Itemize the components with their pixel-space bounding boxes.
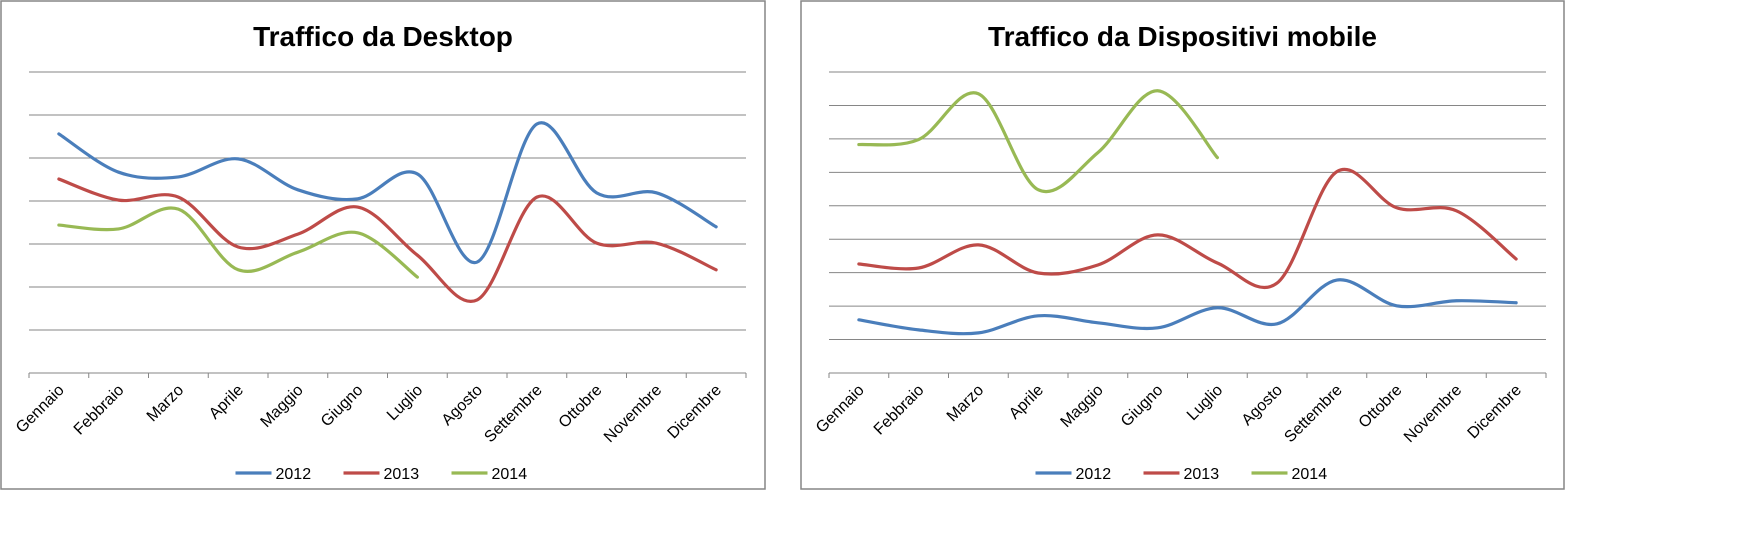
chart-title: Traffico da Desktop <box>253 21 513 52</box>
series-line <box>57 177 718 303</box>
legend-label: 2014 <box>492 466 528 483</box>
series-line <box>857 167 1518 290</box>
legend-label: 2013 <box>384 466 420 483</box>
legend-label: 2014 <box>1292 466 1328 483</box>
chart-frame <box>800 0 1565 490</box>
series-line <box>857 278 1518 336</box>
legend-label: 2012 <box>1076 466 1112 483</box>
series-line <box>857 89 1219 194</box>
legend-label: 2013 <box>1184 466 1220 483</box>
series-line <box>57 121 718 264</box>
chart-title: Traffico da Dispositivi mobile <box>988 21 1377 52</box>
legend-label: 2012 <box>276 466 312 483</box>
series-line <box>57 206 419 279</box>
